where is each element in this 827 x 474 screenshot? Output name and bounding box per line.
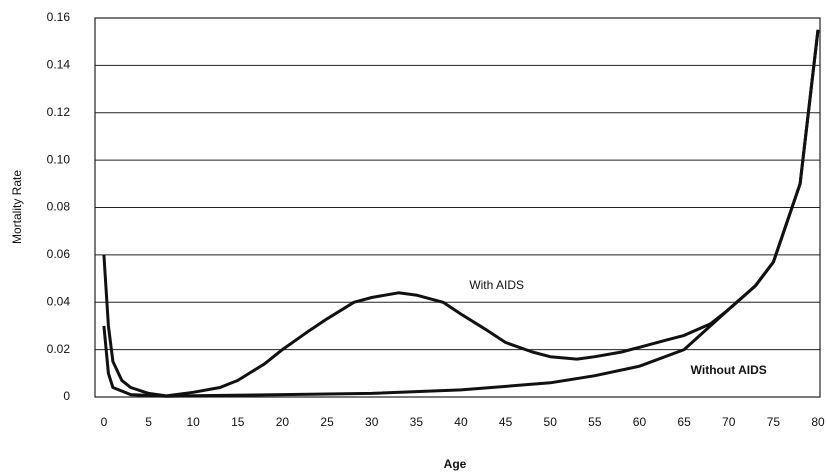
x-tick-label: 10 [187,415,201,429]
x-tick-label: 15 [231,415,245,429]
x-tick-label: 45 [499,415,513,429]
x-tick-label: 55 [588,415,602,429]
y-tick-label: 0.14 [47,58,71,72]
y-tick-label: 0.10 [47,152,71,166]
x-tick-label: 35 [410,415,424,429]
series-annotation: Without AIDS [691,363,767,377]
x-tick-label: 30 [365,415,379,429]
x-tick-label: 5 [145,415,152,429]
x-tick-label: 50 [544,415,558,429]
y-tick-label: 0.04 [47,294,71,308]
y-tick-label: 0.12 [47,105,71,119]
x-tick-label: 40 [454,415,468,429]
x-axis-label: Age [444,457,467,471]
y-tick-label: 0.02 [47,342,71,356]
y-tick-label: 0.16 [47,10,71,24]
x-tick-label: 20 [276,415,290,429]
y-axis-label: Mortality Rate [10,170,24,244]
y-tick-label: 0.08 [47,200,71,214]
x-tick-label: 0 [101,415,108,429]
series-annotation: With AIDS [469,278,524,292]
line-series [102,29,820,398]
x-tick-label: 60 [633,415,647,429]
y-tick-label: 0 [63,389,70,403]
line-series [102,29,820,398]
x-tick-label: 65 [677,415,691,429]
x-tick-label: 75 [767,415,781,429]
x-tick-label: 80 [811,415,825,429]
y-tick-label: 0.06 [47,247,71,261]
x-tick-label: 25 [320,415,334,429]
x-tick-label: 70 [722,415,736,429]
